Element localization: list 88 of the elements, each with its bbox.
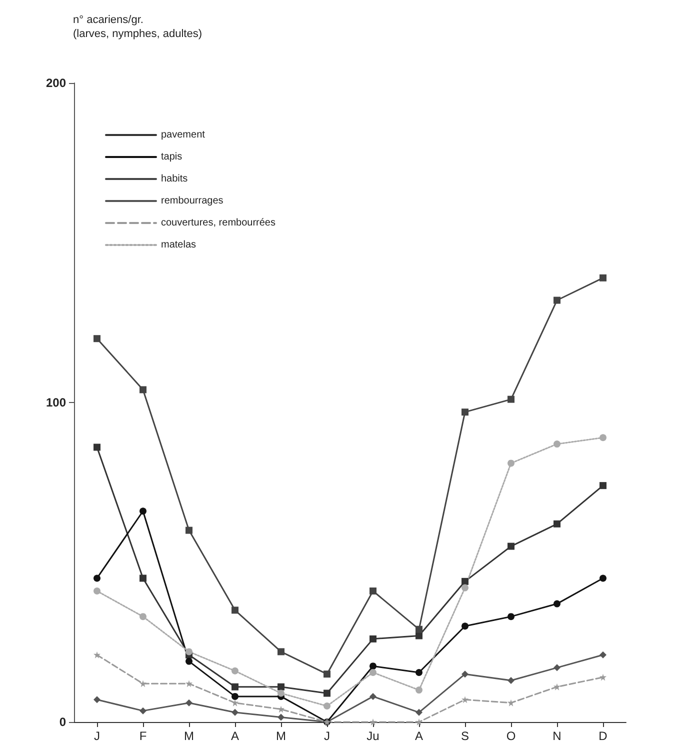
- point: [554, 683, 560, 690]
- point: [278, 706, 284, 713]
- x-tick-label: D: [598, 729, 608, 743]
- point: [370, 692, 376, 700]
- point: [324, 670, 330, 678]
- point: [232, 708, 238, 716]
- point: [554, 664, 560, 672]
- point: [508, 542, 514, 550]
- x-tick-label: J: [324, 729, 330, 743]
- point: [232, 683, 238, 690]
- point: [416, 668, 422, 676]
- x-tick-label: F: [139, 729, 147, 743]
- point: [94, 335, 100, 342]
- point: [508, 460, 514, 467]
- y-tick-label: 0: [59, 715, 66, 729]
- x-tick-label: J: [94, 729, 100, 743]
- point: [278, 714, 284, 721]
- point: [370, 662, 376, 670]
- point: [462, 578, 468, 585]
- point: [462, 696, 468, 704]
- legend-label: couvertures, rembourrées: [161, 218, 276, 228]
- point: [140, 613, 146, 620]
- point: [186, 648, 192, 656]
- point: [554, 600, 560, 608]
- legend-label: pavement: [161, 130, 206, 140]
- point: [554, 440, 560, 448]
- legend-label: matelas: [161, 240, 196, 250]
- point: [140, 680, 146, 688]
- point: [186, 699, 192, 706]
- point: [324, 690, 330, 697]
- point: [94, 588, 100, 595]
- x-tick-label: Ju: [366, 729, 380, 743]
- point: [94, 574, 100, 582]
- point: [508, 676, 514, 684]
- point: [278, 690, 284, 697]
- point: [232, 606, 238, 614]
- point: [554, 520, 560, 528]
- x-tick-label: O: [506, 729, 516, 743]
- x-tick-label: N: [552, 729, 562, 743]
- point: [186, 680, 192, 688]
- point: [554, 296, 560, 304]
- point: [94, 444, 100, 451]
- x-tick-label: A: [230, 729, 240, 743]
- point: [370, 635, 376, 642]
- legend-label: rembourrages: [161, 196, 224, 206]
- point: [600, 674, 606, 681]
- point: [370, 588, 376, 595]
- point: [94, 651, 100, 658]
- point: [370, 718, 376, 726]
- x-tick-label: A: [414, 729, 424, 743]
- point: [370, 668, 376, 676]
- point: [232, 692, 238, 700]
- point: [600, 482, 606, 490]
- point: [416, 718, 422, 726]
- x-tick-label: M: [276, 729, 286, 743]
- point: [416, 686, 422, 694]
- point: [278, 648, 284, 656]
- point: [186, 526, 192, 534]
- point: [232, 667, 238, 674]
- point: [462, 670, 468, 678]
- point: [232, 699, 238, 706]
- point: [462, 584, 468, 592]
- point: [140, 508, 146, 515]
- x-tick-label: M: [184, 729, 194, 743]
- point: [186, 658, 192, 665]
- point: [140, 574, 146, 582]
- y-tick-label: 200: [46, 76, 66, 90]
- point: [416, 708, 422, 716]
- y-tick-label: 100: [46, 396, 66, 410]
- point: [462, 622, 468, 630]
- point: [600, 574, 606, 582]
- legend-label: tapis: [161, 152, 182, 162]
- point: [278, 683, 284, 690]
- point: [324, 702, 330, 710]
- point: [600, 274, 606, 282]
- point: [94, 696, 100, 704]
- point: [508, 699, 514, 706]
- point: [416, 626, 422, 633]
- point: [600, 651, 606, 658]
- x-tick-label: S: [460, 729, 470, 743]
- legend-label: habits: [161, 174, 188, 184]
- point: [462, 408, 468, 416]
- point: [140, 707, 146, 714]
- point: [508, 396, 514, 403]
- y-axis-title: n° acariens/gr. (larves, nymphes, adultes): [73, 14, 202, 40]
- point: [600, 434, 606, 442]
- point: [140, 386, 146, 394]
- point: [508, 613, 514, 620]
